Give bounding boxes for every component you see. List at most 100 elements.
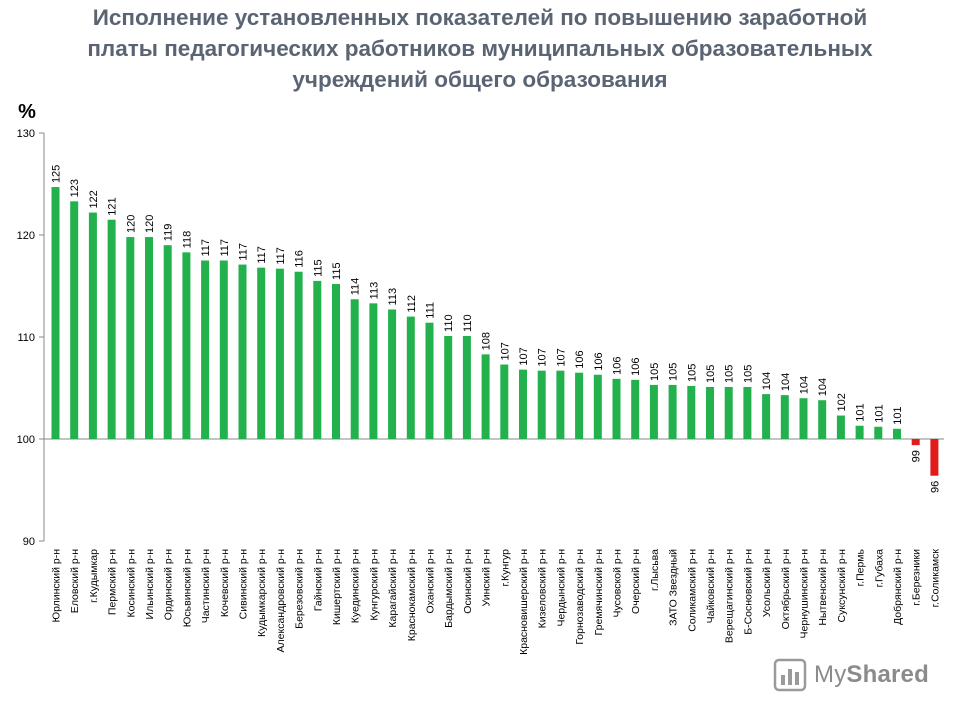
- bar: [51, 187, 60, 439]
- x-tick-label: г.Соликамск: [929, 549, 941, 608]
- bar: [444, 335, 453, 439]
- x-tick-label: Добрянский р-н: [892, 549, 904, 625]
- bar: [762, 394, 771, 439]
- x-tick-label: Кишертский р-н: [331, 549, 343, 625]
- data-label: 115: [331, 262, 343, 280]
- data-label: 108: [481, 332, 493, 350]
- x-tick-label: Куединский р-н: [350, 549, 362, 623]
- x-tick-label: Нытвенский р-н: [817, 549, 829, 626]
- axes: 90 100 110 120 130: [17, 128, 944, 548]
- x-tick-label: Оханский р-н: [425, 549, 437, 614]
- x-tick-label: Чайковский р-н: [705, 549, 717, 624]
- bar: [818, 400, 827, 439]
- data-label: 117: [256, 246, 268, 264]
- data-label: 122: [88, 190, 100, 208]
- data-label: 120: [125, 215, 137, 233]
- x-tick-label: Косинский р-н: [125, 549, 137, 618]
- bar: [275, 268, 284, 439]
- y-tick-label: 100: [17, 434, 35, 446]
- x-tick-label: Юрлинский р-н: [51, 549, 63, 623]
- bar: [257, 267, 266, 439]
- x-tick-label: Чердынский р-н: [555, 549, 567, 627]
- x-tick-label: Карагайский р-н: [387, 549, 399, 628]
- data-label: 125: [51, 165, 63, 183]
- x-tick-label: Кочевский р-н: [219, 549, 231, 617]
- x-tick-label: Гайнский р-н: [312, 549, 324, 611]
- data-label: 117: [238, 243, 250, 261]
- data-label: 104: [761, 372, 773, 390]
- chart-title: Исполнение установленных показателей по …: [0, 2, 960, 95]
- data-label: 112: [406, 295, 418, 313]
- data-label: 104: [780, 373, 792, 391]
- bar: [612, 378, 621, 439]
- data-label: 101: [892, 406, 904, 424]
- data-label: 106: [630, 357, 642, 375]
- bar: [462, 335, 471, 439]
- x-tick-label: г.Губаха: [873, 549, 885, 588]
- x-tick-label: Юсьвинский р-н: [181, 549, 193, 627]
- bar: [219, 260, 228, 439]
- bar: [145, 237, 153, 439]
- data-label: 101: [873, 404, 885, 422]
- x-tick-label: Кунгурский р-н: [368, 549, 380, 621]
- bar: [799, 398, 808, 439]
- bar: [836, 415, 845, 439]
- bar: [687, 385, 696, 439]
- data-label: 106: [593, 352, 605, 370]
- x-tick-label: ЗАТО Звездный: [668, 549, 680, 626]
- x-tick-label: Ильинский р-н: [144, 549, 156, 620]
- data-label: 104: [817, 378, 829, 396]
- bar: [706, 386, 714, 439]
- x-tick-label: Частинский р-н: [200, 549, 212, 623]
- bar: [724, 386, 733, 439]
- chart-title-line-1: Исполнение установленных показателей по …: [92, 5, 868, 30]
- bar: [163, 245, 172, 439]
- data-label: 121: [107, 197, 119, 215]
- bar: [593, 374, 602, 439]
- bar: [107, 219, 116, 439]
- x-tick-label: Чусовской р-н: [612, 549, 624, 618]
- x-tick-label: г.Лысьва: [649, 549, 661, 591]
- bar: [294, 271, 303, 439]
- bar: [537, 370, 546, 439]
- myshared-logo-icon: [773, 658, 807, 692]
- data-label: 111: [425, 302, 437, 319]
- bar: [313, 280, 322, 439]
- x-tick-label: Горнозаводский р-н: [574, 549, 586, 645]
- data-label: 106: [612, 356, 624, 374]
- bar: [350, 299, 359, 439]
- x-tick-label: Усольский р-н: [761, 549, 773, 617]
- x-tick-label: Уинский р-н: [481, 549, 493, 607]
- data-label: 120: [144, 215, 156, 233]
- x-tick-label: Кизеловский р-н: [537, 549, 549, 629]
- y-tick-label: 120: [17, 230, 35, 242]
- bar: [238, 264, 247, 439]
- x-tick-label: Суксунский р-н: [836, 549, 848, 623]
- data-label: 107: [537, 348, 549, 366]
- bar: [481, 354, 490, 439]
- data-label: 117: [275, 247, 287, 265]
- x-tick-label: Б-Сосновский р-н: [742, 549, 754, 635]
- bar: [519, 369, 527, 439]
- x-tick-label: Александровский р-н: [275, 549, 287, 653]
- data-label: 96: [929, 481, 941, 493]
- y-axis-unit-label: %: [18, 101, 36, 123]
- bar: [388, 309, 397, 439]
- x-tick-label: Пермский р-н: [107, 549, 119, 615]
- x-tick-label: г.Кунгур: [499, 549, 511, 587]
- bar: [70, 201, 79, 439]
- bar: [631, 379, 640, 439]
- x-tick-label: Гремячинский р-н: [593, 549, 605, 636]
- x-tick-label: Соликамский р-н: [686, 549, 698, 632]
- bar: [369, 303, 378, 439]
- y-tick-label: 110: [17, 332, 35, 344]
- data-label: 107: [499, 342, 511, 360]
- data-label: 118: [181, 231, 193, 249]
- x-tick-label: Сивинский р-н: [238, 549, 250, 620]
- chart-title-line-2: платы педагогических работников муниципа…: [87, 36, 873, 61]
- x-tick-label: Чернушинский р-н: [799, 549, 811, 639]
- bar: [182, 252, 191, 439]
- data-label: 114: [350, 278, 362, 296]
- bar: [930, 439, 939, 476]
